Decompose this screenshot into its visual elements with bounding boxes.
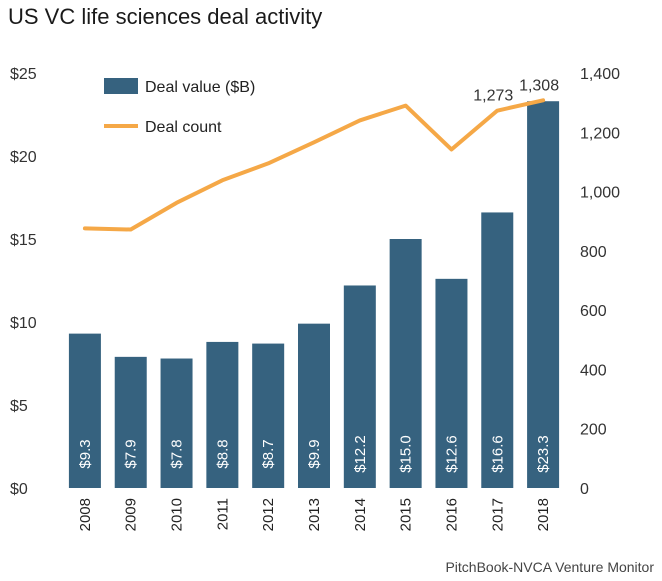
x-axis: 2008 2009 2010 2011 2012 2013 2014 2015 2016 2017… [77, 498, 552, 531]
bar-labels: $9.3 $7.9 $7.8 $8.8 $8.7 $9.9 $12.2 $15.0 $12.6 $… [77, 435, 552, 473]
bar [481, 212, 514, 488]
bar [298, 323, 330, 488]
x-tick-label: 2014 [352, 498, 369, 531]
y-left-tick-label: $5 [10, 398, 28, 415]
bar [114, 356, 147, 488]
bar-value-label: $8.8 [214, 439, 231, 468]
bar [435, 278, 468, 488]
y-right-tick-label: 400 [580, 362, 607, 379]
x-tick-label: 2016 [443, 498, 460, 531]
source-note: PitchBook-NVCA Venture Monitor [445, 559, 654, 575]
bar-value-label: $7.9 [123, 439, 140, 468]
bar [389, 239, 422, 488]
deal-count-line [82, 98, 546, 232]
bar [527, 101, 560, 488]
bar-value-label: $16.6 [489, 435, 506, 473]
bar-value-label: $7.8 [169, 439, 186, 468]
y-axis-right: 0 200 400 600 800 1,000 1,200 1,400 [580, 66, 620, 498]
bar-value-label: $9.9 [306, 439, 323, 468]
bar-value-label: $15.0 [398, 435, 415, 473]
line-point-label: 1,273 [473, 88, 513, 105]
legend-label-deal-value: Deal value ($B) [145, 79, 255, 96]
bar [252, 343, 285, 488]
bar [160, 358, 193, 488]
x-tick-label: 2017 [489, 498, 506, 531]
bar [68, 333, 101, 488]
y-right-tick-label: 0 [580, 481, 589, 498]
x-tick-label: 2018 [535, 498, 552, 531]
line-point-label: 1,308 [519, 77, 559, 94]
y-right-tick-label: 1,400 [580, 66, 620, 83]
y-right-tick-label: 600 [580, 303, 607, 320]
y-axis-left: $0 $5 $10 $15 $20 $25 [10, 66, 37, 498]
x-tick-label: 2015 [398, 498, 415, 531]
bar-value-label: $12.6 [443, 435, 460, 473]
bar-value-label: $23.3 [535, 435, 552, 473]
x-tick-label: 2010 [169, 498, 186, 531]
bars [68, 101, 560, 488]
y-left-tick-label: $15 [10, 232, 37, 249]
bar-value-label: $9.3 [77, 439, 94, 468]
legend-swatch-deal-value [104, 78, 138, 94]
y-left-tick-label: $20 [10, 149, 37, 166]
y-left-tick-label: $10 [10, 315, 37, 332]
chart-title: US VC life sciences deal activity [8, 4, 323, 29]
y-right-tick-label: 800 [580, 244, 607, 261]
bar [206, 341, 239, 488]
bar [343, 285, 376, 488]
x-tick-label: 2011 [214, 498, 231, 530]
x-tick-label: 2008 [77, 498, 94, 531]
legend: Deal value ($B) Deal count [104, 78, 255, 136]
point-labels: 1,273 1,308 [473, 77, 559, 104]
y-left-tick-label: $0 [10, 481, 28, 498]
y-left-tick-label: $25 [10, 66, 37, 83]
bar-value-label: $12.2 [352, 435, 369, 473]
x-tick-label: 2009 [123, 498, 140, 531]
y-right-tick-label: 1,000 [580, 185, 620, 202]
legend-label-deal-count: Deal count [145, 119, 222, 136]
x-tick-label: 2013 [306, 498, 323, 531]
y-right-tick-label: 1,200 [580, 125, 620, 142]
y-right-tick-label: 200 [580, 422, 607, 439]
x-tick-label: 2012 [260, 498, 277, 531]
bar-value-label: $8.7 [260, 439, 277, 468]
